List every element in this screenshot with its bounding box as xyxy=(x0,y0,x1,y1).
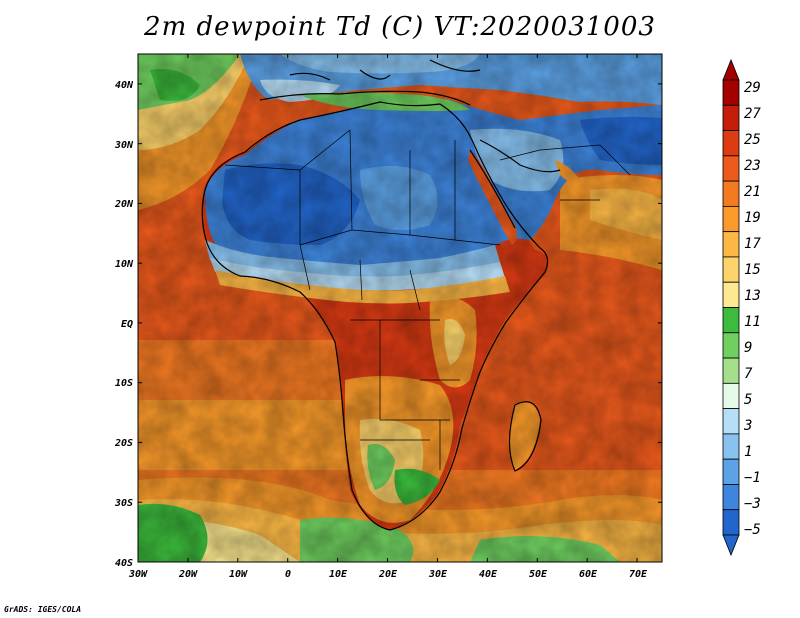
colorbar-label: 15 xyxy=(744,262,761,278)
colorbar-label: 23 xyxy=(744,158,761,174)
colorbar-swatch xyxy=(723,105,739,130)
colorbar-label: 17 xyxy=(744,236,761,252)
colorbar-swatch xyxy=(723,358,739,383)
colorbar-swatch xyxy=(723,409,739,434)
colorbar-label: −5 xyxy=(744,522,761,538)
lon-label: 30E xyxy=(428,569,448,580)
colorbar-label: −3 xyxy=(744,496,761,512)
lat-label: 20S xyxy=(114,438,133,449)
colorbar-label: 19 xyxy=(744,210,761,226)
lat-label: 10S xyxy=(115,378,133,389)
colorbar-swatch xyxy=(723,232,739,257)
lon-label: 60E xyxy=(579,569,598,580)
colorbar-swatch xyxy=(723,383,739,408)
lon-axis: 30W 20W 10W 0 10E 20E 30E 40E 50E 60E 70… xyxy=(128,569,648,580)
colorbar-swatch xyxy=(723,484,739,509)
lat-axis: 40N 30N 20N 10N EQ 10S 20S 30S 40S xyxy=(114,80,134,569)
colorbar-label: 13 xyxy=(744,288,761,304)
colorbar-label: 21 xyxy=(744,184,761,200)
colorbar-swatch xyxy=(723,181,739,206)
colorbar-swatch xyxy=(723,434,739,459)
lat-label: 20N xyxy=(114,199,134,210)
lon-label: 40E xyxy=(479,569,498,580)
lon-label: 20W xyxy=(178,569,198,580)
colorbar-swatch xyxy=(723,510,739,535)
lat-label: 30N xyxy=(114,140,134,151)
colorbar-label: 11 xyxy=(744,314,761,330)
grads-credit: GrADS: IGES/COLA xyxy=(4,605,81,614)
lon-label: 20E xyxy=(378,569,398,580)
colorbar-label: 5 xyxy=(744,392,752,408)
colorbar-label: 1 xyxy=(744,444,752,460)
dewpoint-field xyxy=(138,54,662,562)
colorbar-swatch xyxy=(723,308,739,333)
colorbar-swatch xyxy=(723,333,739,358)
colorbar-swatch xyxy=(723,257,739,282)
colorbar-labels: 29 27 25 23 21 19 17 15 13 11 9 7 5 3 1 … xyxy=(743,80,761,538)
colorbar-label: 3 xyxy=(743,418,752,434)
colorbar-bottom-arrow xyxy=(723,535,739,555)
colorbar-label: 27 xyxy=(744,106,761,122)
lon-label: 10E xyxy=(329,569,348,580)
lon-label: 0 xyxy=(285,569,291,580)
lat-label: EQ xyxy=(121,319,133,330)
lon-label: 50E xyxy=(529,569,548,580)
colorbar-label: 9 xyxy=(744,340,752,356)
colorbar-top-arrow xyxy=(723,60,739,80)
lat-label: 30S xyxy=(114,498,133,509)
lon-label: 30W xyxy=(128,569,148,580)
colorbar-swatch xyxy=(723,80,739,105)
colorbar-swatch xyxy=(723,156,739,181)
lon-label: 10W xyxy=(229,569,248,580)
colorbar-label: 7 xyxy=(744,366,753,382)
lon-label: 70E xyxy=(629,569,648,580)
lat-label: 10N xyxy=(115,259,134,270)
colorbar-swatch xyxy=(723,459,739,484)
colorbar-label: 29 xyxy=(744,80,761,96)
colorbar-label: 25 xyxy=(744,132,761,148)
colorbar-swatch xyxy=(723,131,739,156)
lat-label: 40N xyxy=(115,80,134,91)
colorbar-swatch xyxy=(723,282,739,307)
colorbar xyxy=(723,60,739,555)
lat-label: 40S xyxy=(115,558,133,569)
colorbar-label: −1 xyxy=(744,470,761,486)
colorbar-swatch xyxy=(723,206,739,231)
